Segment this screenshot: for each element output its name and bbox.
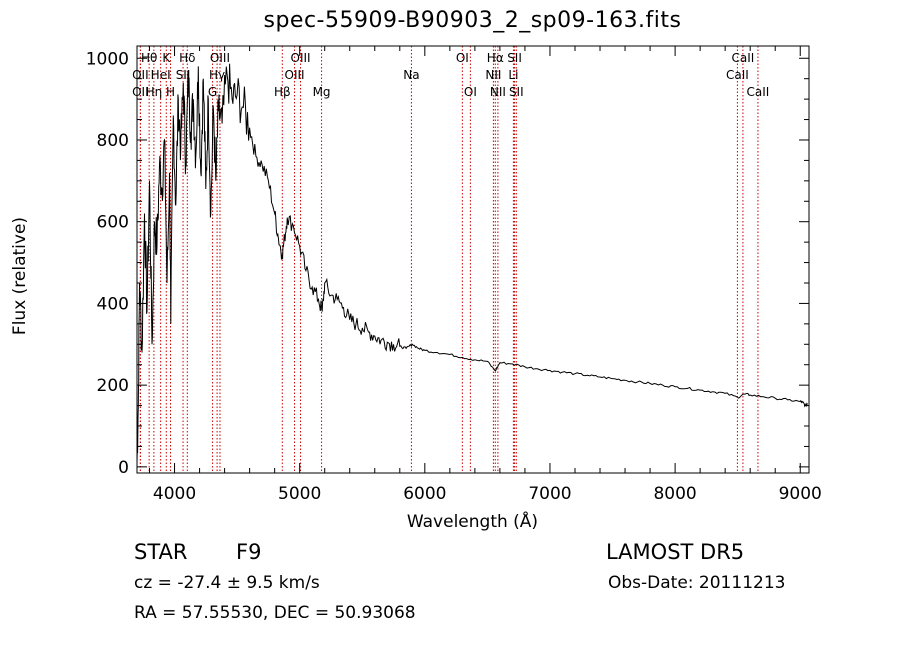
line-marker-label: G [208,85,217,99]
line-marker-label: Hη [146,85,163,99]
line-marker-label: Hγ [209,68,225,82]
line-marker-label: SII [509,85,524,99]
redshift-label: cz = -27.4 ± 9.5 km/s [134,573,320,593]
line-marker-label: K [162,51,171,65]
x-tick-label: 6000 [403,484,446,504]
spectrum-series-line [136,63,809,463]
line-marker-label: CaII [732,51,755,65]
y-tick-label: 0 [118,458,129,478]
line-marker-label: SII [507,51,522,65]
ticks-layer: 4000 5000 6000 7000 8000 9000 0 200 400 600 800 100… [86,46,822,504]
x-tick-label: 8000 [653,484,696,504]
subclass-label: F9 [236,540,262,564]
line-marker-label: NII [490,85,506,99]
line-marker-label: Hα [487,51,504,65]
line-marker-label: OII [132,85,149,99]
line-marker-label: CaII [747,85,770,99]
x-tick-label: 5000 [278,484,321,504]
line-marker-label: Hδ [179,51,195,65]
coordinates-label: RA = 57.55530, DEC = 50.93068 [134,603,416,623]
y-tick-label: 600 [97,213,129,233]
line-marker-label: Hθ [141,51,157,65]
line-marker-label: HeI [151,68,171,82]
line-marker-layer [139,46,759,473]
series-layer [136,63,809,463]
y-tick-label: 200 [97,376,129,396]
chart-title: spec-55909-B90903_2_sp09-163.fits [263,8,682,33]
x-tick-label: 9000 [779,484,822,504]
line-marker-label: OIII [210,51,230,65]
x-tick-label: 4000 [153,484,196,504]
y-tick-label: 800 [97,131,129,151]
line-marker-label: CaII [726,68,749,82]
plot-frame [136,45,810,474]
y-tick-label: 1000 [86,49,129,69]
line-marker-label: Mg [313,85,331,99]
line-marker-label: Hβ [274,85,291,99]
line-marker-label: Li [508,68,518,82]
line-marker-label: OIII [285,68,305,82]
survey-label: LAMOST DR5 [606,540,745,564]
x-axis-label: Wavelength (Å) [406,512,539,532]
obs-date-label: Obs-Date: 20111213 [608,573,786,593]
line-marker-label: H [166,85,175,99]
line-marker-label: Na [403,68,419,82]
line-marker-label: OII [132,68,149,82]
line-marker-label: OIII [291,51,311,65]
line-marker-label: OI [456,51,469,65]
object-class-label: STAR [134,540,188,564]
line-marker-label: SII [176,68,191,82]
y-tick-label: 400 [97,294,129,314]
line-marker-label: NII [485,68,501,82]
x-tick-label: 7000 [528,484,571,504]
line-marker-label: OI [464,85,477,99]
